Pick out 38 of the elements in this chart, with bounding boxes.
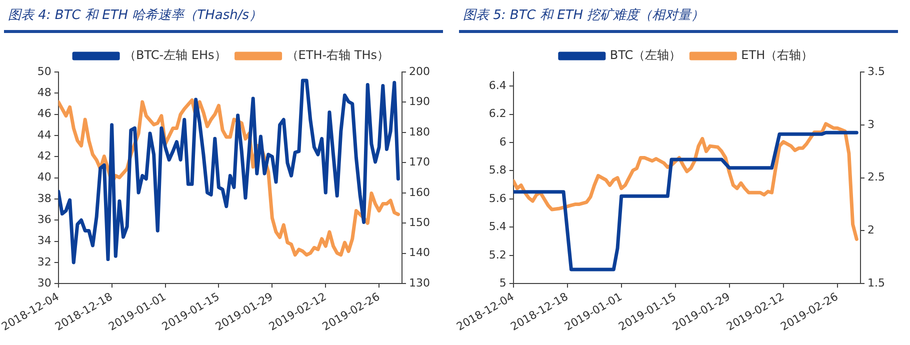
- legend-label: （BTC-左轴 EHs）: [124, 48, 226, 62]
- chart-title: 图表 5: BTC 和 ETH 挖矿难度（相对量）: [463, 7, 704, 24]
- y-tick-label: 5.6: [488, 192, 506, 205]
- y-tick-label: 6: [499, 135, 506, 148]
- chart-title: 图表 4: BTC 和 ETH 哈希速率（THash/s）: [8, 7, 262, 24]
- y-tick-label: 34: [37, 234, 52, 248]
- legend-label: （ETH-右轴 THs）: [286, 48, 389, 62]
- y-tick-label: 6.2: [488, 107, 506, 120]
- y-tick-label: 50: [37, 64, 52, 78]
- y2-tick-label: 140: [409, 246, 430, 260]
- y2-tick-label: 180: [409, 125, 430, 138]
- y2-tick-label: 3: [868, 118, 875, 131]
- y2-tick-label: 1.5: [868, 276, 886, 290]
- y-tick-label: 44: [37, 128, 52, 142]
- y-tick-label: 5.2: [488, 248, 506, 262]
- y-tick-label: 36: [37, 212, 52, 226]
- y-tick-label: 38: [37, 192, 52, 205]
- y2-tick-label: 190: [409, 95, 430, 108]
- y-tick-label: 40: [37, 170, 52, 184]
- y2-tick-label: 200: [409, 64, 430, 78]
- y2-tick-label: 2.5: [868, 170, 886, 184]
- y2-tick-label: 150: [409, 216, 430, 230]
- y-tick-label: 42: [37, 150, 52, 162]
- y2-tick-label: 2: [868, 224, 875, 237]
- y-tick-label: 5.8: [488, 164, 506, 177]
- y-tick-label: 48: [37, 86, 52, 100]
- y2-tick-label: 130: [409, 276, 430, 290]
- y-tick-label: 5: [499, 276, 506, 290]
- y-tick-label: 32: [37, 255, 52, 268]
- y2-tick-label: 3.5: [868, 64, 886, 78]
- y-tick-label: 6.4: [488, 78, 506, 92]
- y2-tick-label: 170: [409, 156, 430, 169]
- legend-label: BTC（左轴）: [610, 48, 682, 62]
- y-tick-label: 46: [37, 107, 52, 120]
- y-tick-label: 30: [37, 276, 52, 290]
- y2-tick-label: 160: [409, 186, 430, 199]
- y-tick-label: 5.4: [488, 220, 506, 234]
- legend-label: ETH（右轴）: [741, 48, 814, 62]
